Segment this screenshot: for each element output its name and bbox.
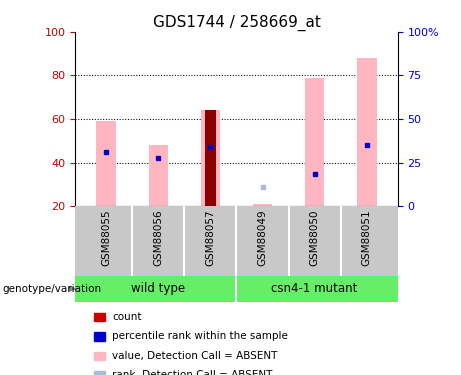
Text: genotype/variation: genotype/variation (2, 284, 101, 294)
Text: GSM88051: GSM88051 (361, 210, 372, 266)
Text: percentile rank within the sample: percentile rank within the sample (112, 332, 288, 341)
Bar (253, 204, 272, 206)
Text: wild type: wild type (131, 282, 185, 295)
Text: GSM88056: GSM88056 (154, 210, 163, 266)
Bar (201, 110, 220, 206)
Bar (148, 145, 168, 206)
Bar (96, 121, 116, 206)
Text: rank, Detection Call = ABSENT: rank, Detection Call = ABSENT (112, 370, 272, 375)
Text: GSM88055: GSM88055 (101, 210, 112, 266)
Text: GSM88057: GSM88057 (206, 210, 215, 266)
Bar (305, 78, 325, 206)
Text: GSM88050: GSM88050 (310, 210, 319, 266)
Text: count: count (112, 312, 142, 322)
Text: GSM88049: GSM88049 (258, 210, 267, 266)
Text: value, Detection Call = ABSENT: value, Detection Call = ABSENT (112, 351, 278, 361)
Bar (205, 110, 216, 206)
Text: csn4-1 mutant: csn4-1 mutant (272, 282, 358, 295)
Title: GDS1744 / 258669_at: GDS1744 / 258669_at (153, 14, 320, 30)
Bar (357, 58, 377, 206)
